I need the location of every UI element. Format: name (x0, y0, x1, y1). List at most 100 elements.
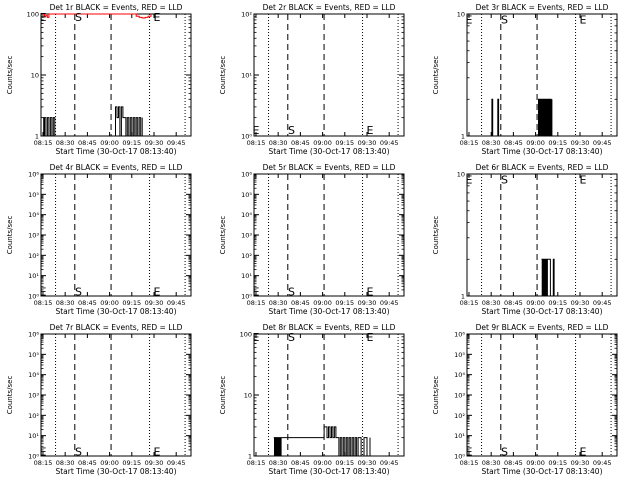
det-panel: Det 6r BLACK = Events, RED = LLD 1 10 08:15… (432, 163, 618, 316)
y-tick-label: 10¹ (241, 72, 252, 80)
plot-frame (40, 333, 192, 457)
x-tick-label: 09:00 (313, 459, 332, 467)
event-marker-label: S (75, 11, 82, 24)
y-tick-label: 10⁵ (28, 351, 39, 359)
y-axis-label: Counts/sec (219, 56, 227, 95)
y-tick-label: 10⁰ (241, 133, 252, 141)
y-tick-label: 1 (248, 453, 252, 461)
x-axis-label: Start Time (30-Oct-17 08:13:40) (268, 467, 389, 476)
event-marker-label: S (501, 14, 508, 27)
x-tick-label: 08:15 (460, 139, 479, 147)
y-tick-label: 10² (28, 252, 39, 260)
y-tick-label: 10 (244, 392, 252, 400)
y-tick-label: 10⁵ (28, 191, 39, 199)
x-tick-label: 08:45 (78, 139, 97, 147)
panel-title: Det 3r BLACK = Events, RED = LLD (476, 3, 609, 12)
y-tick-label: 1 (35, 133, 39, 141)
det-panel: Det 4r BLACK = Events, RED = LLD 10⁰ 10¹ 10… (6, 163, 192, 316)
y-tick-label: 100 (27, 11, 39, 19)
event-marker-label: E (39, 445, 46, 458)
events-series-line (541, 258, 555, 297)
x-tick-label: 08:30 (482, 459, 501, 467)
lld-series-line (41, 13, 152, 19)
y-tick-label: 10³ (241, 232, 252, 240)
x-tick-label: 09:00 (100, 139, 119, 147)
y-tick-label: 10⁵ (454, 351, 465, 359)
y-tick-label: 10³ (454, 392, 465, 400)
event-marker-label: E (252, 285, 259, 298)
panel-title: Det 9r BLACK = Events, RED = LLD (476, 323, 609, 332)
x-tick-label: 09:45 (593, 139, 612, 147)
x-tick-label: 08:15 (34, 299, 53, 307)
event-marker-label: S (288, 331, 295, 344)
x-axis-label: Start Time (30-Oct-17 08:13:40) (268, 307, 389, 316)
x-tick-label: 09:15 (122, 299, 141, 307)
y-tick-label: 10⁵ (241, 191, 252, 199)
panel-title: Det 5r BLACK = Events, RED = LLD (263, 163, 396, 172)
y-tick-label: 1 (461, 293, 465, 301)
x-tick-label: 08:15 (247, 139, 266, 147)
x-tick-label: 09:30 (571, 459, 590, 467)
panel-title: Det 7r BLACK = Events, RED = LLD (50, 323, 183, 332)
event-marker-label: E (465, 174, 472, 187)
y-tick-label: 10⁰ (28, 293, 39, 301)
y-tick-label: 10² (28, 412, 39, 420)
y-tick-label: 10⁰ (241, 293, 252, 301)
event-marker-label: E (153, 285, 160, 298)
x-tick-label: 08:30 (269, 459, 288, 467)
x-tick-label: 08:45 (291, 299, 310, 307)
y-axis-label: Counts/sec (219, 216, 227, 255)
y-tick-label: 10⁴ (28, 371, 39, 379)
x-axis-label: Start Time (30-Oct-17 08:13:40) (481, 147, 602, 156)
panel-title: Det 6r BLACK = Events, RED = LLD (476, 163, 609, 172)
y-tick-label: 10² (241, 11, 252, 19)
event-marker-label: E (579, 14, 586, 27)
x-tick-label: 09:45 (167, 299, 186, 307)
x-axis-label: Start Time (30-Oct-17 08:13:40) (481, 307, 602, 316)
y-axis-label: Counts/sec (432, 216, 440, 255)
x-tick-label: 08:15 (460, 299, 479, 307)
event-marker-label: E (465, 14, 472, 27)
det-panel: Det 3r BLACK = Events, RED = LLD 1 10 08:15… (432, 3, 618, 156)
x-axis-label: Start Time (30-Oct-17 08:13:40) (55, 147, 176, 156)
x-tick-label: 09:45 (380, 299, 399, 307)
x-tick-label: 09:15 (335, 139, 354, 147)
x-tick-label: 08:30 (269, 299, 288, 307)
x-tick-label: 08:15 (34, 139, 53, 147)
x-tick-label: 09:45 (167, 139, 186, 147)
event-marker-label: E (366, 124, 373, 137)
x-tick-label: 09:30 (358, 459, 377, 467)
x-tick-label: 09:00 (526, 459, 545, 467)
x-axis-label: Start Time (30-Oct-17 08:13:40) (55, 307, 176, 316)
x-tick-label: 09:15 (548, 299, 567, 307)
y-tick-label: 10² (454, 412, 465, 420)
event-marker-label: E (465, 445, 472, 458)
plot-frame (40, 173, 192, 297)
y-tick-label: 10⁶ (241, 171, 252, 179)
x-tick-label: 08:45 (78, 459, 97, 467)
event-marker-label: S (288, 285, 295, 298)
x-tick-label: 09:15 (548, 459, 567, 467)
x-tick-label: 09:00 (526, 299, 545, 307)
x-tick-label: 08:45 (291, 139, 310, 147)
x-tick-label: 09:15 (548, 139, 567, 147)
x-tick-label: 09:30 (145, 299, 164, 307)
event-marker-label: E (579, 174, 586, 187)
x-tick-label: 08:30 (56, 139, 75, 147)
x-tick-label: 09:45 (167, 459, 186, 467)
y-tick-label: 10⁶ (28, 171, 39, 179)
x-tick-label: 08:45 (504, 299, 523, 307)
x-tick-label: 08:45 (291, 459, 310, 467)
x-tick-label: 09:30 (571, 139, 590, 147)
y-axis-label: Counts/sec (219, 376, 227, 415)
y-axis-label: Counts/sec (432, 56, 440, 95)
y-tick-label: 10¹ (454, 432, 465, 440)
x-tick-label: 09:30 (358, 139, 377, 147)
y-tick-label: 10 (31, 72, 39, 80)
x-tick-label: 08:30 (56, 459, 75, 467)
det-panel: Det 5r BLACK = Events, RED = LLD 10⁰ 10¹ 10… (219, 163, 405, 316)
x-axis-label: Start Time (30-Oct-17 08:13:40) (55, 467, 176, 476)
events-series-line (491, 98, 553, 137)
x-tick-label: 09:15 (335, 299, 354, 307)
